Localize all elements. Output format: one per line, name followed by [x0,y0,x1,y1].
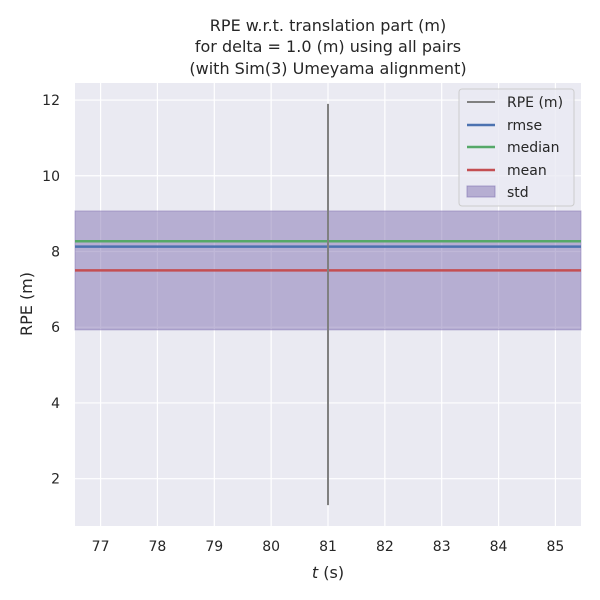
title-line-3: (with Sim(3) Umeyama alignment) [189,59,466,78]
legend-label-median: median [507,140,559,156]
x-tick-label: 79 [205,539,223,555]
title-line-1: RPE w.r.t. translation part (m) [210,16,446,35]
y-tick-label: 10 [42,169,60,185]
legend-label-rpe: RPE (m) [507,95,563,111]
y-axis-label: RPE (m) [17,272,36,336]
legend: RPE (m) rmse median mean std [458,88,575,207]
x-tick-label: 80 [262,539,280,555]
x-tick-label: 83 [433,539,451,555]
legend-label-mean: mean [507,163,547,179]
chart-title: RPE w.r.t. translation part (m) for delt… [189,16,466,78]
y-tick-labels: 2 4 6 8 10 12 [42,93,60,488]
y-tick-label: 8 [51,244,60,260]
x-axis-label: t (s) [312,563,344,582]
title-line-2: for delta = 1.0 (m) using all pairs [195,37,461,56]
x-axis-label-unit: (s) [318,563,344,582]
x-tick-label: 78 [149,539,167,555]
x-axis-label-symbol: t [312,563,319,582]
y-tick-label: 6 [51,320,60,336]
x-tick-label: 81 [319,539,337,555]
legend-box [458,88,575,207]
y-tick-label: 2 [51,472,60,488]
x-tick-label: 84 [490,539,508,555]
x-tick-label: 82 [376,539,394,555]
x-tick-label: 85 [547,539,565,555]
legend-label-rmse: rmse [507,118,542,134]
y-tick-label: 12 [42,93,60,109]
x-tick-label: 77 [92,539,110,555]
y-tick-label: 4 [51,396,60,412]
legend-swatch-std [466,185,496,198]
legend-label-std: std [507,185,529,201]
x-tick-labels: 77 78 79 80 81 82 83 84 85 [92,539,565,555]
